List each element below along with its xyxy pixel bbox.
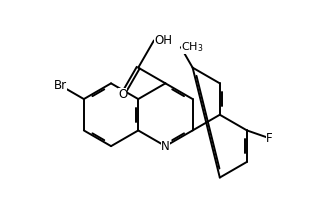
Text: Br: Br	[54, 79, 67, 92]
Text: OH: OH	[154, 34, 172, 47]
Text: O: O	[118, 88, 127, 101]
Text: F: F	[266, 132, 273, 145]
Text: CH$_3$: CH$_3$	[181, 40, 203, 54]
Text: N: N	[161, 140, 170, 153]
